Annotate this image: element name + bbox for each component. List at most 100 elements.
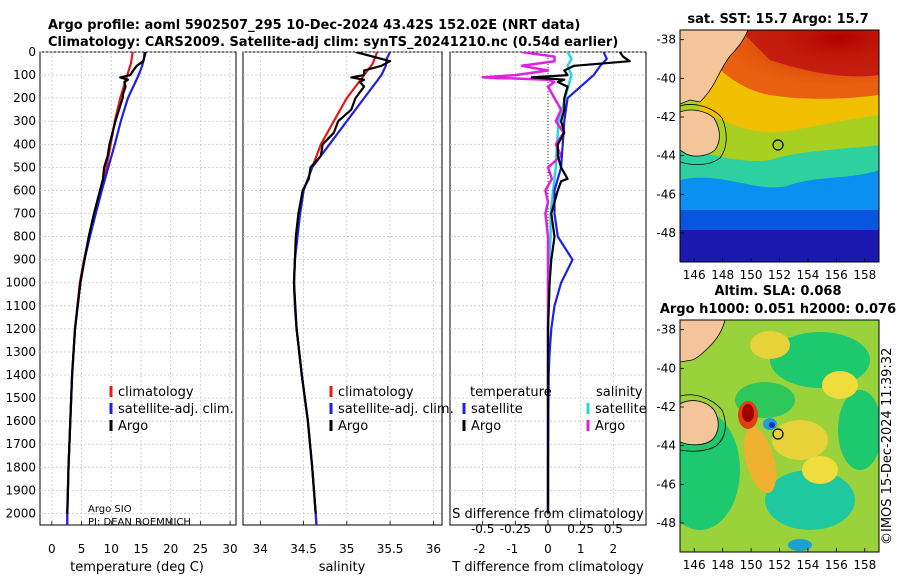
s-diff-tick-label: 0.25 bbox=[567, 522, 594, 536]
depth-tick-label: 1600 bbox=[5, 414, 36, 428]
map-x-tick-label: 146 bbox=[683, 268, 706, 282]
legend-climatology-label: climatology bbox=[338, 385, 414, 400]
depth-tick-label: 400 bbox=[13, 137, 36, 151]
argo-position-marker bbox=[772, 428, 784, 440]
map-y-tick-label: -46 bbox=[656, 477, 676, 491]
map-x-tick-label: 148 bbox=[711, 558, 734, 572]
map-x-tick-label: 158 bbox=[853, 558, 876, 572]
map-x-tick-label: 146 bbox=[683, 558, 706, 572]
map-x-tick-label: 158 bbox=[853, 268, 876, 282]
difference-xlabel-top: S difference from climatology bbox=[452, 507, 644, 522]
depth-tick-label: 1700 bbox=[5, 437, 36, 451]
x-tick-label: 34 bbox=[253, 542, 268, 556]
x-tick-label: 34.5 bbox=[290, 542, 317, 556]
legend-climatology-label: climatology bbox=[118, 385, 194, 400]
x-tick-label: 0 bbox=[544, 542, 552, 556]
map-x-tick-label: 148 bbox=[711, 268, 734, 282]
map-y-tick-label: -42 bbox=[656, 110, 676, 124]
legend-argo-label: Argo bbox=[338, 419, 368, 434]
depth-tick-label: 200 bbox=[13, 91, 36, 105]
argo-position-marker bbox=[772, 139, 784, 151]
map-y-tick-label: -40 bbox=[656, 361, 676, 375]
map-y-tick-label: -40 bbox=[656, 71, 676, 85]
sst-map bbox=[680, 30, 879, 262]
x-tick-label: -1 bbox=[506, 542, 518, 556]
map-y-tick-label: -42 bbox=[656, 400, 676, 414]
depth-tick-label: 800 bbox=[13, 230, 36, 244]
depth-tick-label: 1000 bbox=[5, 276, 36, 290]
map-x-tick-label: 150 bbox=[740, 268, 763, 282]
x-tick-label: 10 bbox=[104, 542, 119, 556]
temperature-panel bbox=[39, 51, 237, 526]
x-tick-label: 2 bbox=[610, 542, 618, 556]
depth-tick-label: 100 bbox=[13, 68, 36, 82]
s-diff-tick-label: -0.25 bbox=[500, 522, 531, 536]
map-y-tick-label: -44 bbox=[656, 149, 676, 163]
temperature-legend: climatology satellite-adj. clim. Argo bbox=[109, 385, 234, 434]
watermark: ©IMOS 15-Dec-2024 11:39:32 bbox=[880, 348, 895, 545]
tasmania-shape bbox=[680, 109, 720, 157]
map-x-tick-label: 154 bbox=[796, 558, 819, 572]
map-x-tick-label: 156 bbox=[825, 558, 848, 572]
legend-t-satellite-label: satellite bbox=[471, 402, 523, 417]
s-diff-tick-label: 0.5 bbox=[604, 522, 623, 536]
depth-tick-label: 1500 bbox=[5, 391, 36, 405]
map-x-tick-label: 150 bbox=[740, 558, 763, 572]
depth-tick-label: 1800 bbox=[5, 460, 36, 474]
sst-map-title: sat. SST: 15.7 Argo: 15.7 bbox=[687, 12, 868, 27]
legend-s-argo-label: Argo bbox=[595, 419, 625, 434]
depth-tick-label: 1900 bbox=[5, 483, 36, 497]
salinity-argo-line bbox=[292, 52, 392, 514]
difference-xlabel: T difference from climatology bbox=[451, 560, 644, 575]
salinity-legend: climatology satellite-adj. clim. Argo bbox=[329, 385, 454, 434]
map-y-tick-label: -38 bbox=[656, 323, 676, 337]
salinity-xlabel: salinity bbox=[319, 560, 366, 575]
sla-map bbox=[680, 320, 879, 552]
depth-tick-label: 1300 bbox=[5, 345, 36, 359]
map-y-tick-label: -48 bbox=[656, 226, 676, 240]
map-x-tick-label: 152 bbox=[768, 558, 791, 572]
temperature-argo-line bbox=[66, 52, 147, 514]
x-tick-label: 25 bbox=[193, 542, 208, 556]
x-tick-label: 35.5 bbox=[377, 542, 404, 556]
depth-tick-label: 500 bbox=[13, 160, 36, 174]
depth-tick-label: 700 bbox=[13, 207, 36, 221]
legend-satellite-label: satellite-adj. clim. bbox=[118, 402, 234, 417]
depth-tick-label: 1400 bbox=[5, 368, 36, 382]
sla-map-subtitle: Argo h1000: 0.051 h2000: 0.076 bbox=[660, 302, 896, 317]
x-tick-label: -2 bbox=[474, 542, 486, 556]
map-y-tick-label: -46 bbox=[656, 187, 676, 201]
legend-satellite-label: satellite-adj. clim. bbox=[338, 402, 454, 417]
depth-tick-label: 1100 bbox=[5, 299, 36, 313]
mainland-australia-shape bbox=[680, 30, 749, 105]
s-diff-tick-label: -0.5 bbox=[471, 522, 494, 536]
legend-s-satellite-label: satellite bbox=[595, 402, 647, 417]
note-pi: PI: DEAN ROEMMICH bbox=[88, 517, 191, 528]
depth-tick-label: 1200 bbox=[5, 322, 36, 336]
depth-tick-label: 0 bbox=[28, 45, 36, 59]
map-x-tick-label: 154 bbox=[796, 268, 819, 282]
diff-t-argo-line bbox=[530, 52, 631, 514]
legend-salinity-title: salinity bbox=[596, 385, 643, 400]
title-line-2: Climatology: CARS2009. Satellite-adj cli… bbox=[48, 35, 618, 50]
legend-argo-label: Argo bbox=[118, 419, 148, 434]
x-tick-label: 30 bbox=[222, 542, 237, 556]
x-tick-label: 0 bbox=[48, 542, 56, 556]
x-tick-label: 15 bbox=[133, 542, 148, 556]
map-y-tick-label: -44 bbox=[656, 439, 676, 453]
x-tick-label: 1 bbox=[577, 542, 585, 556]
map-y-tick-label: -48 bbox=[656, 516, 676, 530]
map-x-tick-label: 156 bbox=[825, 268, 848, 282]
temperature-xlabel: temperature (deg C) bbox=[70, 560, 204, 575]
x-tick-label: 20 bbox=[163, 542, 178, 556]
legend-t-argo-label: Argo bbox=[471, 419, 501, 434]
depth-tick-label: 2000 bbox=[5, 506, 36, 520]
x-tick-label: 36 bbox=[426, 542, 441, 556]
note-argo-sio: Argo SIO bbox=[88, 504, 132, 515]
sla-map-title: Altim. SLA: 0.068 bbox=[715, 284, 842, 299]
legend-temperature-title: temperature bbox=[470, 385, 552, 400]
x-tick-label: 5 bbox=[78, 542, 86, 556]
x-tick-label: 35 bbox=[339, 542, 354, 556]
map-x-tick-label: 152 bbox=[768, 268, 791, 282]
